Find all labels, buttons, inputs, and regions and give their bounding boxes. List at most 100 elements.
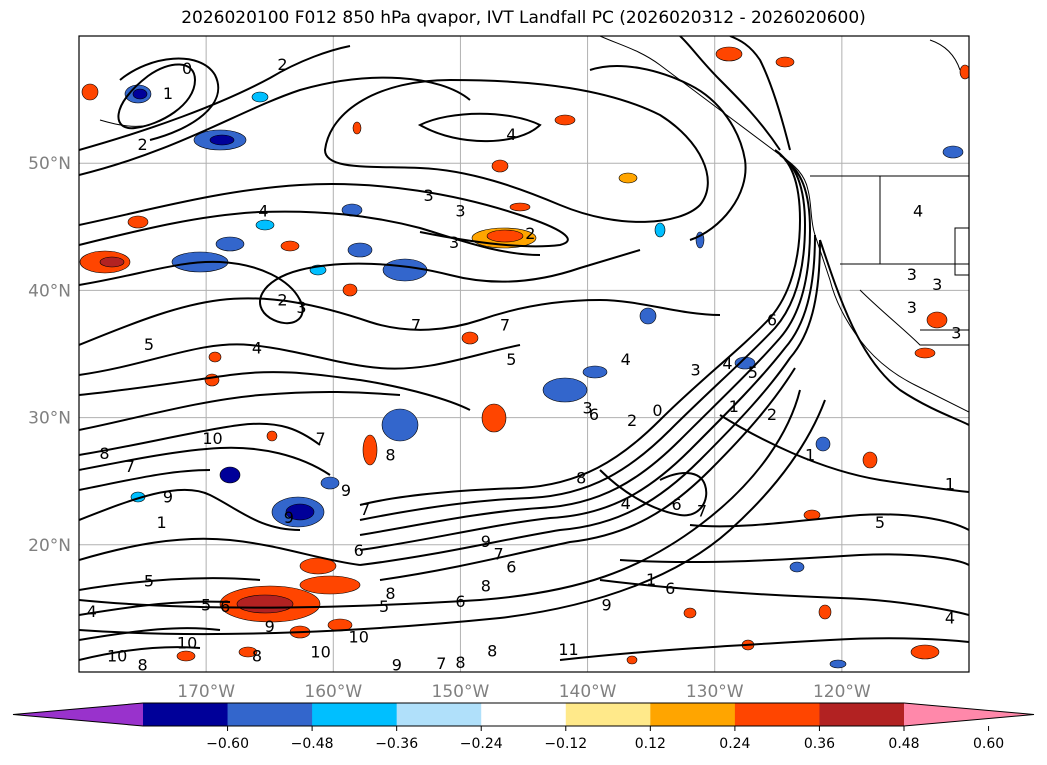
colorbar-tick-label: −0.60 xyxy=(206,736,249,752)
contour-label: 6 xyxy=(354,541,364,560)
contour-label: 4 xyxy=(913,201,923,220)
lon-label: 140°W xyxy=(559,682,617,702)
contour-label: 8 xyxy=(455,653,465,672)
contour-label: 4 xyxy=(621,350,631,369)
contour-label: 4 xyxy=(87,602,97,621)
contour-label: 5 xyxy=(748,363,758,382)
contour-label: 4 xyxy=(945,608,955,627)
contour-label: 8 xyxy=(487,641,497,660)
contour-label: 5 xyxy=(379,597,389,616)
contour-label: 0 xyxy=(182,59,192,78)
contour-label: 9 xyxy=(341,481,351,500)
contour-label: 1 xyxy=(163,84,173,103)
colorbar-tick-label: 0.12 xyxy=(635,736,666,752)
contour-label: 4 xyxy=(252,339,262,358)
latitude-labels: 50°N 40°N 30°N 20°N xyxy=(28,154,71,556)
lat-label: 40°N xyxy=(28,281,71,301)
contour-label: 4 xyxy=(506,125,516,144)
contour-label: 6 xyxy=(665,579,675,598)
lon-label: 130°W xyxy=(686,682,744,702)
contour-label: 2 xyxy=(627,411,637,430)
contour-label: 3 xyxy=(582,398,592,417)
colorbar-segment xyxy=(650,703,736,726)
contour-label: 7 xyxy=(436,654,446,673)
coastline xyxy=(99,36,969,413)
contour-label: 2 xyxy=(277,55,287,74)
contour-label: 3 xyxy=(691,360,701,379)
contour-label: 7 xyxy=(697,501,707,520)
contour-label: 4 xyxy=(621,494,631,513)
contour-label: 8 xyxy=(252,646,262,665)
colorbar: −0.60 −0.48 −0.36 −0.24 −0.12 0.12 0.24 0.36 0.4… xyxy=(12,702,1035,752)
contour-label: 1 xyxy=(729,397,739,416)
colorbar-tick-label: −0.24 xyxy=(460,736,503,752)
contour-label: 5 xyxy=(201,596,211,615)
contour-label: 2 xyxy=(137,135,147,154)
contour-label: 3 xyxy=(449,233,459,252)
contour-label: 3 xyxy=(455,201,465,220)
contour-label: 6 xyxy=(767,311,777,330)
contour-label: 1 xyxy=(805,445,815,464)
contour-label: 0 xyxy=(652,401,662,420)
contour-label: 5 xyxy=(506,350,516,369)
contour-label: 3 xyxy=(932,275,942,294)
contour-label: 3 xyxy=(907,298,917,317)
lon-label: 150°W xyxy=(432,682,490,702)
contour-label: 1 xyxy=(646,570,656,589)
contour-label: 3 xyxy=(296,298,306,317)
contour-label: 10 xyxy=(310,643,330,662)
contour-label: 6 xyxy=(671,495,681,514)
colorbar-segment xyxy=(396,703,482,726)
contour-label: 2 xyxy=(767,405,777,424)
contour-label: 4 xyxy=(722,354,732,373)
lat-label: 50°N xyxy=(28,154,71,174)
colorbar-tick-label: −0.36 xyxy=(375,736,418,752)
colorbar-segment xyxy=(734,703,820,726)
contour-label: 3 xyxy=(424,186,434,205)
contour-label: 5 xyxy=(144,571,154,590)
contour-label: 8 xyxy=(385,584,395,603)
contour-label: 3 xyxy=(951,323,961,342)
contour-label: 5 xyxy=(875,513,885,532)
colorbar-tick-label: −0.48 xyxy=(291,736,334,752)
contour-label: 7 xyxy=(315,429,325,448)
contour-label: 2 xyxy=(277,290,287,309)
contour-label: 7 xyxy=(493,545,503,564)
colorbar-extend-low xyxy=(13,703,143,726)
ivt-contours xyxy=(79,36,969,661)
colorbar-outline xyxy=(12,702,1035,727)
contour-label: 4 xyxy=(258,201,268,220)
contour-label: 8 xyxy=(576,468,586,487)
map-frame xyxy=(78,35,970,673)
lat-label: 30°N xyxy=(28,409,71,429)
longitude-labels: 170°W 160°W 150°W 140°W 130°W 120°W xyxy=(177,682,871,702)
contour-label: 10 xyxy=(107,646,127,665)
positive-anomaly-regions xyxy=(79,46,969,665)
lon-label: 160°W xyxy=(304,682,362,702)
contour-label: 5 xyxy=(144,335,154,354)
negative-anomaly-regions xyxy=(124,84,964,669)
contour-label: 9 xyxy=(284,508,294,527)
contour-label: 11 xyxy=(558,640,578,659)
gridlines xyxy=(79,36,969,672)
colorbar-segment xyxy=(819,703,905,726)
contour-label: 1 xyxy=(157,513,167,532)
contour-label: 8 xyxy=(99,444,109,463)
contour-label: 9 xyxy=(392,655,402,674)
qvapor-shading xyxy=(79,46,969,669)
contour-label: 6 xyxy=(220,597,230,616)
contour-label: 9 xyxy=(481,532,491,551)
colorbar-tick-label: 0.36 xyxy=(804,736,835,752)
contour-label: 1 xyxy=(945,475,955,494)
contour-label: 10 xyxy=(349,627,369,646)
contour-label: 8 xyxy=(481,577,491,596)
contour-label: 6 xyxy=(506,557,516,576)
contour-label: 6 xyxy=(589,405,599,424)
contour-label: 10 xyxy=(177,634,197,653)
colorbar-extend-high xyxy=(904,703,1034,726)
contour-label: 10 xyxy=(202,429,222,448)
colorbar-tick-label: 0.60 xyxy=(973,736,1004,752)
lon-label: 120°W xyxy=(813,682,871,702)
colorbar-segment xyxy=(481,703,567,726)
